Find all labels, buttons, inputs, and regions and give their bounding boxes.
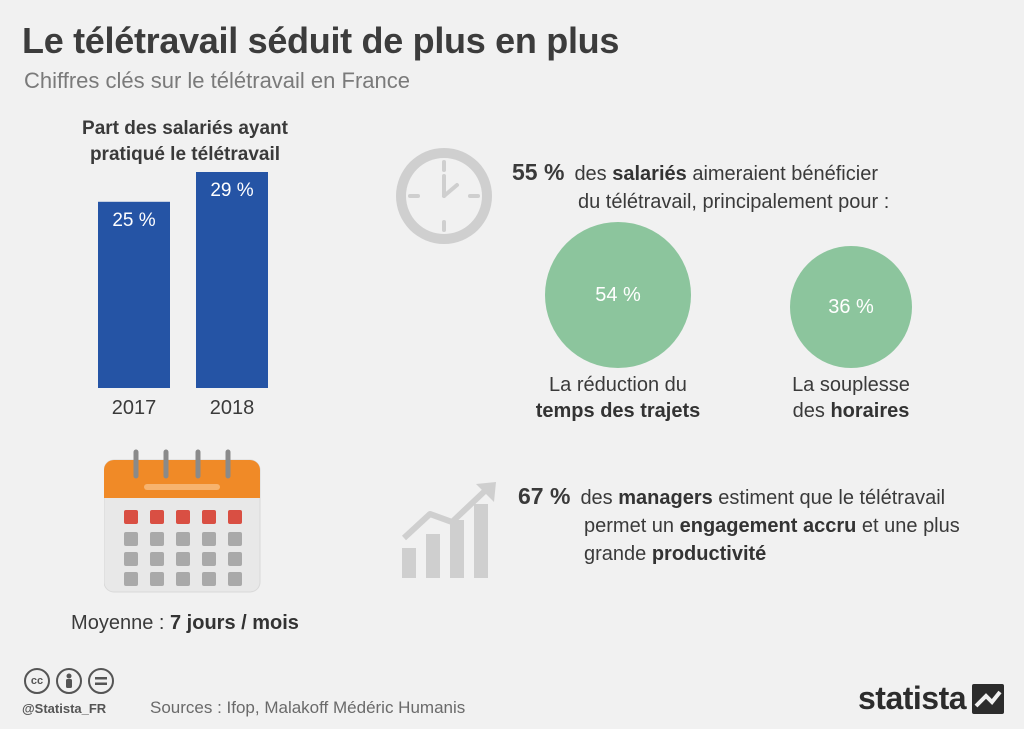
- salaries-stat-text1: des: [574, 163, 613, 185]
- managers-stat-bold: managers: [618, 487, 713, 509]
- bar-value-label-2017: 25 %: [112, 210, 155, 231]
- calendar-caption-prefix: Moyenne :: [71, 612, 170, 634]
- managers-line2-text: permet un: [584, 515, 680, 537]
- reason-horaires-prefix: des: [792, 400, 831, 422]
- reason-label-horaires: La souplesse des horaires: [760, 372, 942, 424]
- managers-stat-text1: des: [580, 487, 619, 509]
- bar-2018: [196, 172, 268, 388]
- calendar-icon: [104, 449, 261, 593]
- salaries-stat-bold: salariés: [612, 163, 687, 185]
- reason-bubble-trajets: 54 %: [545, 222, 691, 368]
- chart-title-line-2: pratiqué le télétravail: [89, 144, 281, 165]
- salaries-stat: 55 % des salariés aimeraient bénéficier d…: [512, 158, 889, 216]
- salaries-stat-line2: du télétravail, principalement pour :: [578, 191, 890, 213]
- cc-icon[interactable]: cc: [24, 668, 50, 694]
- salaries-stat-text2: aimeraient bénéficier: [686, 163, 878, 185]
- calendar-caption-value: 7 jours / mois: [170, 612, 299, 634]
- chart-title: Part des salariés ayant pratiqué le télé…: [60, 116, 310, 168]
- bar-value-label-2018: 29 %: [210, 180, 253, 201]
- managers-line2-bold: engagement accru: [679, 515, 857, 537]
- statista-brand[interactable]: statista: [858, 680, 1005, 717]
- reason-bubble-horaires: 36 %: [790, 246, 912, 368]
- managers-line2-text2: et une plus: [856, 515, 960, 537]
- twitter-handle[interactable]: @Statista_FR: [22, 701, 107, 716]
- reason-trajets-line1: La réduction du: [549, 374, 687, 396]
- reason-horaires-line1: La souplesse: [792, 374, 910, 396]
- nd-icon[interactable]: [88, 668, 114, 694]
- managers-stat-line2: permet un engagement accru et une plus: [518, 512, 960, 540]
- managers-line3-text: grande: [584, 543, 652, 565]
- managers-line3-bold: productivité: [651, 543, 767, 565]
- calendar-caption: Moyenne : 7 jours / mois: [40, 612, 330, 635]
- reason-bubble-horaires-value: 36 %: [828, 295, 874, 318]
- license-icons: cc: [24, 668, 114, 694]
- by-icon[interactable]: [56, 668, 82, 694]
- reason-bubble-trajets-value: 54 %: [595, 283, 641, 306]
- reason-horaires-bold: horaires: [830, 400, 910, 422]
- managers-stat-line3: grande productivité: [518, 540, 960, 568]
- x-tick-label-2018: 2018: [210, 397, 255, 419]
- x-tick-label-2017: 2017: [112, 397, 157, 419]
- reason-label-trajets: La réduction du temps des trajets: [508, 372, 728, 424]
- statista-logo-icon: [972, 683, 1005, 714]
- managers-stat-value: 67 %: [518, 483, 571, 509]
- reason-trajets-bold: temps des trajets: [535, 400, 701, 422]
- source-text: Sources : Ifop, Malakoff Médéric Humanis: [150, 698, 466, 717]
- bar-chart: 25 % 2017 29 % 2018: [98, 172, 268, 419]
- managers-stat-text2: estiment que le télétravail: [712, 487, 946, 509]
- page-subtitle: Chiffres clés sur le télétravail en Fran…: [24, 68, 410, 93]
- chart-title-line-1: Part des salariés ayant: [82, 118, 288, 139]
- statista-wordmark: statista: [858, 680, 967, 716]
- bar-2017: [98, 201, 170, 388]
- reason-horaires-line2: des horaires: [760, 398, 942, 424]
- managers-stat: 67 % des managers estiment que le télétra…: [518, 482, 960, 568]
- salaries-stat-value: 55 %: [512, 159, 565, 185]
- rising-chart-icon: [401, 482, 496, 578]
- clock-icon: [396, 148, 492, 244]
- page-title: Le télétravail séduit de plus en plus: [22, 20, 620, 61]
